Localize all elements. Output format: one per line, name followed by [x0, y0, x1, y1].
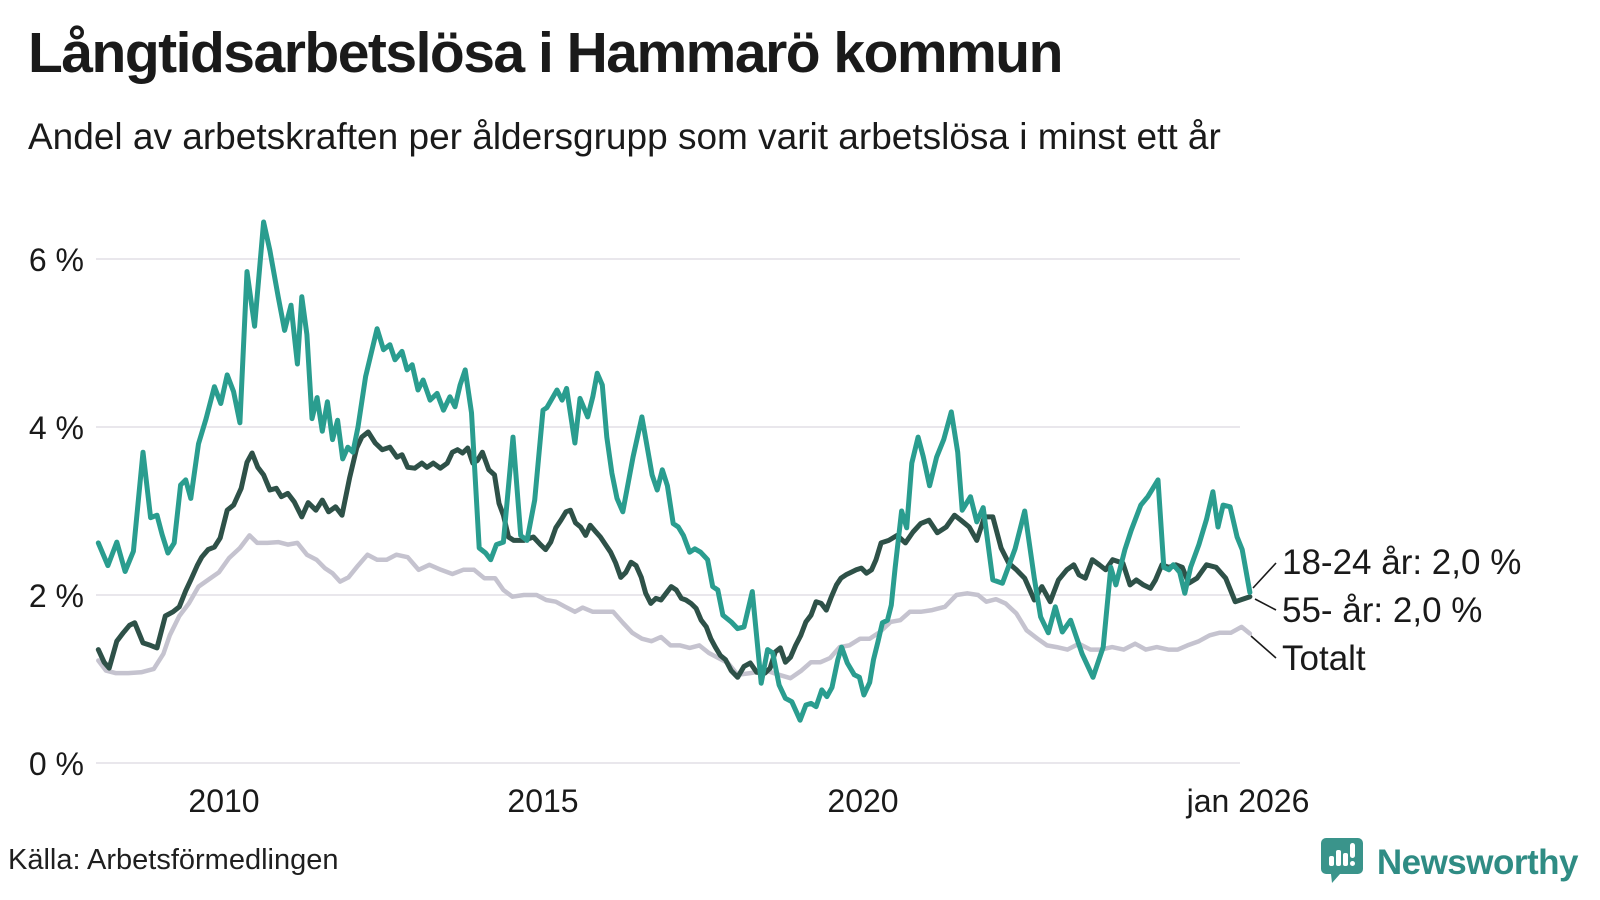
newsworthy-wordmark: Newsworthy — [1376, 842, 1579, 882]
series-line-totalt — [96, 533, 1253, 681]
leader-55 — [1254, 598, 1277, 611]
leader-totalt — [1250, 635, 1277, 659]
y-tick-2: 2 % — [29, 578, 84, 614]
x-tick-jan-2026: jan 2026 — [1186, 783, 1310, 819]
y-axis: 6 % 4 % 2 % 0 % — [29, 242, 84, 782]
y-tick-6: 6 % — [29, 242, 84, 278]
gridlines — [96, 258, 1240, 764]
series-line-18-24 — [95, 219, 1253, 723]
newsworthy-brand: Newsworthy — [1320, 836, 1579, 889]
x-tick-2015: 2015 — [507, 783, 578, 819]
x-axis: 2010 2015 2020 jan 2026 — [188, 783, 1309, 819]
x-tick-2010: 2010 — [188, 783, 259, 819]
page-title: Långtidsarbetslösa i Hammarö kommun — [28, 21, 1063, 85]
leader-18-24 — [1252, 562, 1277, 589]
y-tick-4: 4 % — [29, 410, 84, 446]
y-tick-0: 0 % — [29, 746, 84, 782]
source-note: Källa: Arbetsförmedlingen — [8, 844, 339, 876]
label-18-24: 18-24 år: 2,0 % — [1282, 543, 1521, 582]
x-tick-2020: 2020 — [827, 783, 898, 819]
annotation-leaders — [1250, 562, 1277, 659]
series-line-55 — [95, 429, 1253, 680]
newsworthy-logo-icon — [1320, 836, 1367, 889]
label-55: 55- år: 2,0 % — [1282, 591, 1482, 630]
page-subtitle: Andel av arbetskraften per åldersgrupp s… — [28, 116, 1221, 157]
label-totalt: Totalt — [1282, 639, 1366, 678]
annotation-labels: 18-24 år: 2,0 % 55- år: 2,0 % Totalt — [1282, 543, 1521, 678]
